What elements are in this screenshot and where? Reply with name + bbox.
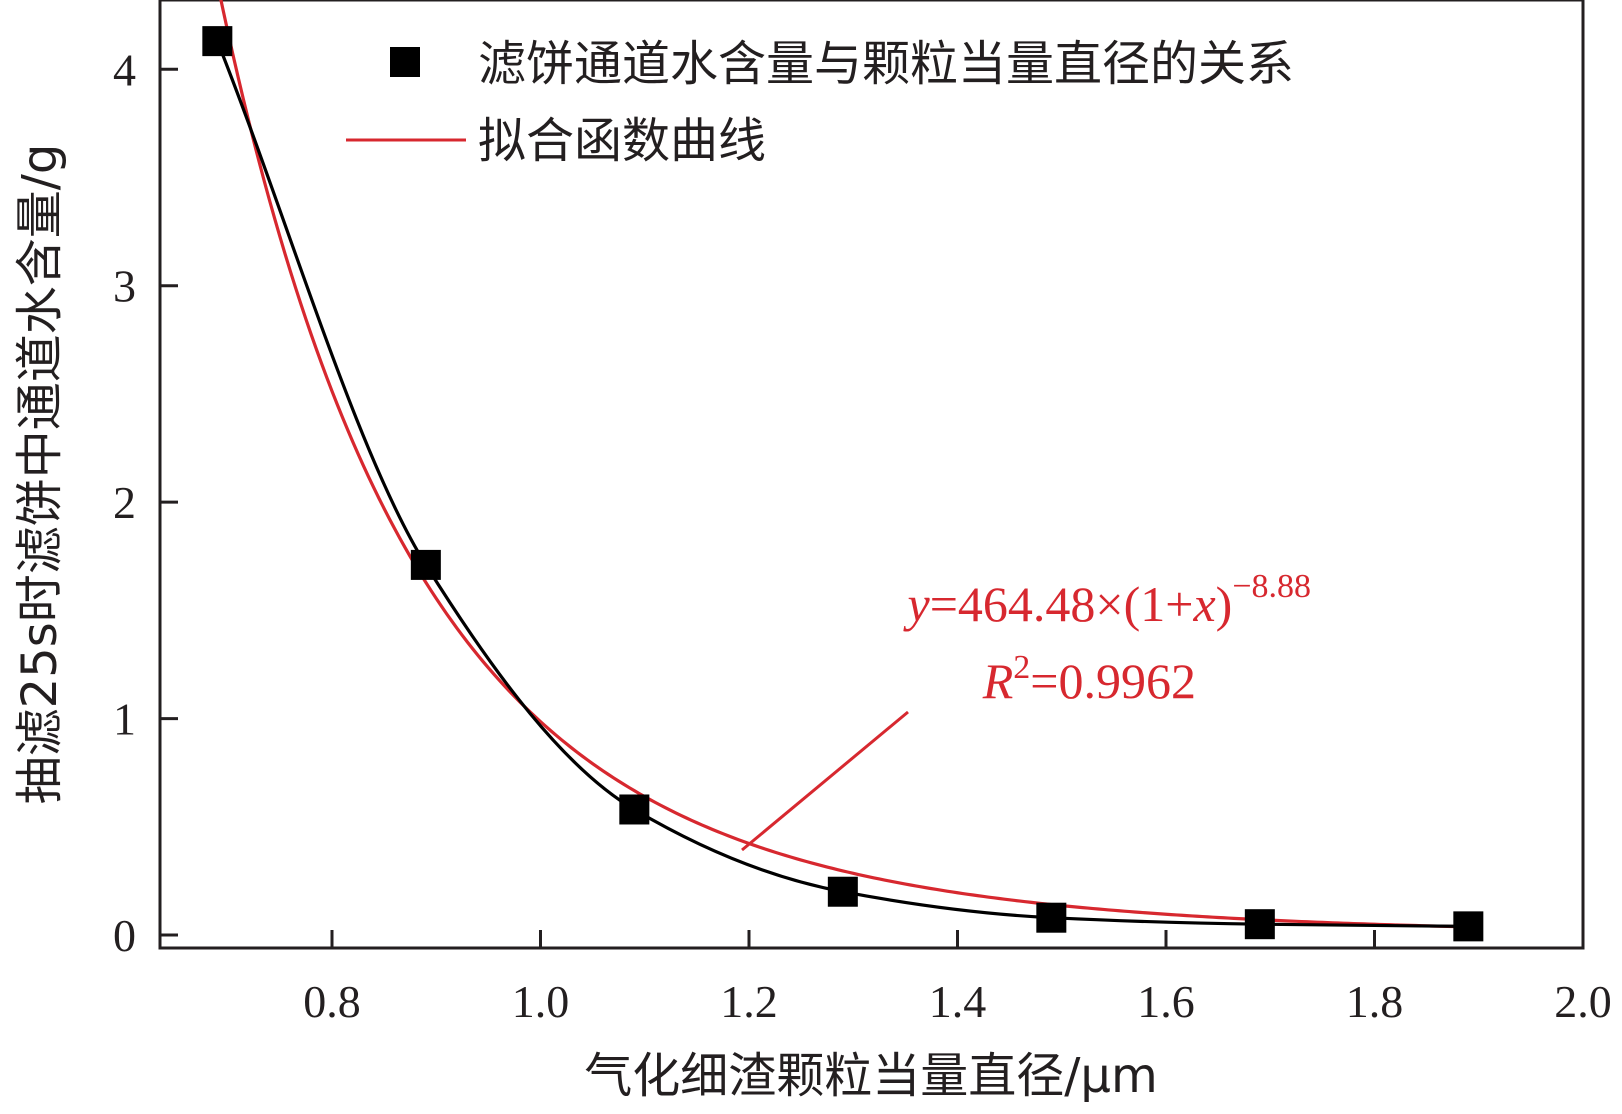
data-point <box>1036 902 1067 933</box>
equation-exponent: −8.88 <box>1232 568 1311 605</box>
equation-x-var: x <box>1192 576 1215 632</box>
x-tick-label: 1.4 <box>929 976 987 1027</box>
y-axis-title: 抽滤25s时滤饼中通道水含量/g <box>12 144 68 805</box>
x-tick-label: 0.8 <box>303 976 361 1027</box>
plot-frame <box>158 0 1585 950</box>
r-value: =0.9962 <box>1030 653 1196 709</box>
data-point <box>202 26 233 57</box>
y-tick-label: 4 <box>113 44 136 95</box>
data-point <box>1244 909 1275 940</box>
y-tick-label: 2 <box>113 477 136 528</box>
fit-equation: y=464.48×(1+x)−8.88 <box>903 568 1312 632</box>
legend-label-0: 滤饼通道水含量与颗粒当量直径的关系 <box>478 36 1294 92</box>
data-markers <box>202 26 1484 942</box>
fit-r-squared: R2=0.9962 <box>982 649 1196 709</box>
data-point <box>1453 911 1484 942</box>
x-axis-title: 气化细渣颗粒当量直径/μm <box>584 1048 1157 1104</box>
x-tick-label: 1.6 <box>1137 976 1195 1027</box>
x-tick-label: 1.2 <box>720 976 778 1027</box>
data-point <box>410 549 441 580</box>
y-axis-ticks: 0 1 2 3 4 <box>113 44 178 961</box>
annotation-leader-line <box>741 710 909 852</box>
legend: 滤饼通道水含量与颗粒当量直径的关系 拟合函数曲线 <box>346 36 1294 169</box>
equation-body: =464.48×(1+ <box>930 576 1194 632</box>
y-tick-label: 0 <box>113 910 136 961</box>
data-smooth-line <box>215 40 1469 928</box>
legend-label-1: 拟合函数曲线 <box>478 113 766 169</box>
legend-marker-square <box>390 47 420 77</box>
y-tick-label: 1 <box>113 694 136 745</box>
data-point <box>827 876 858 907</box>
x-tick-label: 1.0 <box>512 976 570 1027</box>
x-tick-label: 1.8 <box>1346 976 1404 1027</box>
fit-annotation: y=464.48×(1+x)−8.88 R2=0.9962 <box>741 568 1312 852</box>
equation-y-var: y <box>903 576 931 632</box>
x-tick-label: 2.0 <box>1554 976 1612 1027</box>
r-symbol: R <box>982 653 1014 709</box>
data-point <box>619 794 650 825</box>
equation-close: ) <box>1216 576 1233 632</box>
r-power: 2 <box>1013 649 1030 686</box>
y-tick-label: 3 <box>113 261 136 312</box>
x-axis-ticks: 0.8 1.0 1.2 1.4 1.6 1.8 2.0 <box>303 930 1612 1027</box>
